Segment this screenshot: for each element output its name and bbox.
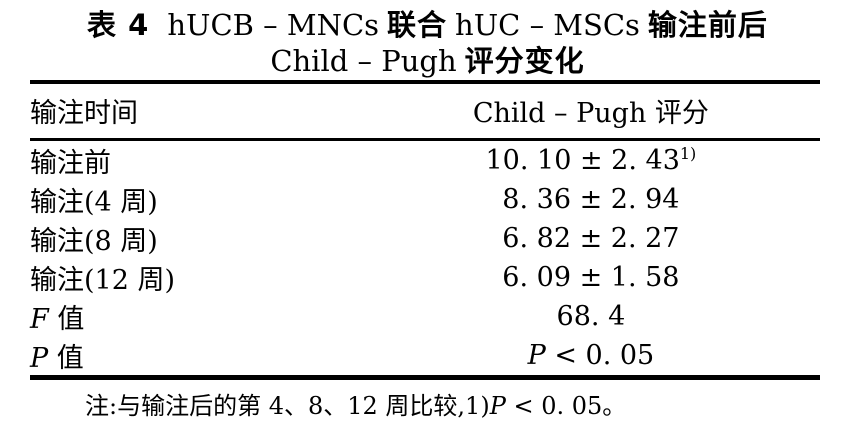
row-value-superscript: 1) bbox=[679, 143, 697, 163]
row-label-text: 输注(4 周) bbox=[30, 186, 158, 218]
footnote-suffix: < 0. 05。 bbox=[505, 391, 627, 420]
caption-term-child-pugh: Child – Pugh bbox=[270, 44, 457, 78]
row-label: 输注(8 周) bbox=[30, 219, 362, 258]
child-pugh-score-table: 输注时间 Child – Pugh 评分 输注前 10. 10 ± 2. 431… bbox=[30, 80, 820, 380]
row-value-text: 6. 82 ± 2. 27 bbox=[502, 222, 680, 254]
table-row-pre-infusion: 输注前 10. 10 ± 2. 431) bbox=[30, 139, 820, 180]
caption-line-2: Child – Pugh 评分变化 bbox=[0, 44, 855, 78]
row-value: 10. 10 ± 2. 431) bbox=[362, 139, 820, 180]
caption-table-number: 表 4 bbox=[87, 8, 150, 42]
table-row-p-value: P 值 P < 0. 05 bbox=[30, 336, 820, 378]
row-label-text: 输注(8 周) bbox=[30, 225, 158, 257]
row-label: 输注(12 周) bbox=[30, 258, 362, 297]
row-label-text: 值 bbox=[48, 303, 85, 335]
row-value-text: 8. 36 ± 2. 94 bbox=[502, 183, 680, 215]
table-row-week-4: 输注(4 周) 8. 36 ± 2. 94 bbox=[30, 180, 820, 219]
caption-word-before-after-infusion: 输注前后 bbox=[647, 8, 768, 42]
table-footnote: 注:与输注后的第 4、8、12 周比较,1)P < 0. 05。 bbox=[85, 391, 835, 421]
row-label: 输注前 bbox=[30, 139, 362, 180]
row-label: P 值 bbox=[30, 336, 362, 378]
row-label: F 值 bbox=[30, 297, 362, 336]
row-value-italic: P bbox=[527, 339, 546, 371]
row-label-italic: P bbox=[30, 342, 49, 374]
row-value: 6. 09 ± 1. 58 bbox=[362, 258, 820, 297]
row-value: 8. 36 ± 2. 94 bbox=[362, 180, 820, 219]
table-row-week-8: 输注(8 周) 6. 82 ± 2. 27 bbox=[30, 219, 820, 258]
row-value: P < 0. 05 bbox=[362, 336, 820, 378]
row-value: 68. 4 bbox=[362, 297, 820, 336]
row-label: 输注(4 周) bbox=[30, 180, 362, 219]
column-header-child-pugh-score: Child – Pugh 评分 bbox=[361, 82, 820, 141]
table-row-week-12: 输注(12 周) 6. 09 ± 1. 58 bbox=[30, 258, 820, 297]
caption-word-combined: 联合 bbox=[387, 8, 448, 42]
table-body: 输注前 10. 10 ± 2. 431) 输注(4 周) 8. 36 ± 2. … bbox=[30, 139, 820, 377]
caption-term-hucb-mncs: hUCB – MNCs bbox=[167, 8, 380, 42]
row-label-text: 值 bbox=[48, 342, 84, 374]
table-head: 输注时间 Child – Pugh 评分 bbox=[30, 82, 820, 141]
table-header-row: 输注时间 Child – Pugh 评分 bbox=[30, 82, 820, 141]
caption-line-1: 表 4 hUCB – MNCs 联合 hUC – MSCs 输注前后 bbox=[0, 6, 855, 44]
footnote-prefix: 注:与输注后的第 4、8、12 周比较,1) bbox=[85, 391, 490, 420]
caption-term-huc-mscs: hUC – MSCs bbox=[455, 8, 640, 42]
caption-word-score-change: 评分变化 bbox=[464, 44, 585, 78]
table-caption: 表 4 hUCB – MNCs 联合 hUC – MSCs 输注前后 Child – P… bbox=[0, 0, 855, 78]
row-label-italic: F bbox=[30, 303, 49, 335]
table-row-f-value: F 值 68. 4 bbox=[30, 297, 820, 336]
footnote-p-italic: P bbox=[489, 391, 506, 420]
row-value: 6. 82 ± 2. 27 bbox=[362, 219, 820, 258]
row-value-text: 6. 09 ± 1. 58 bbox=[502, 261, 680, 293]
table-container: 输注时间 Child – Pugh 评分 输注前 10. 10 ± 2. 431… bbox=[30, 80, 820, 380]
column-header-infusion-time: 输注时间 bbox=[30, 82, 362, 141]
row-value-text: < 0. 05 bbox=[545, 339, 655, 371]
row-value-text: 68. 4 bbox=[556, 300, 626, 332]
row-label-text: 输注前 bbox=[30, 147, 111, 179]
row-label-text: 输注(12 周) bbox=[30, 264, 176, 296]
row-value-text: 10. 10 ± 2. 43 bbox=[485, 144, 680, 176]
